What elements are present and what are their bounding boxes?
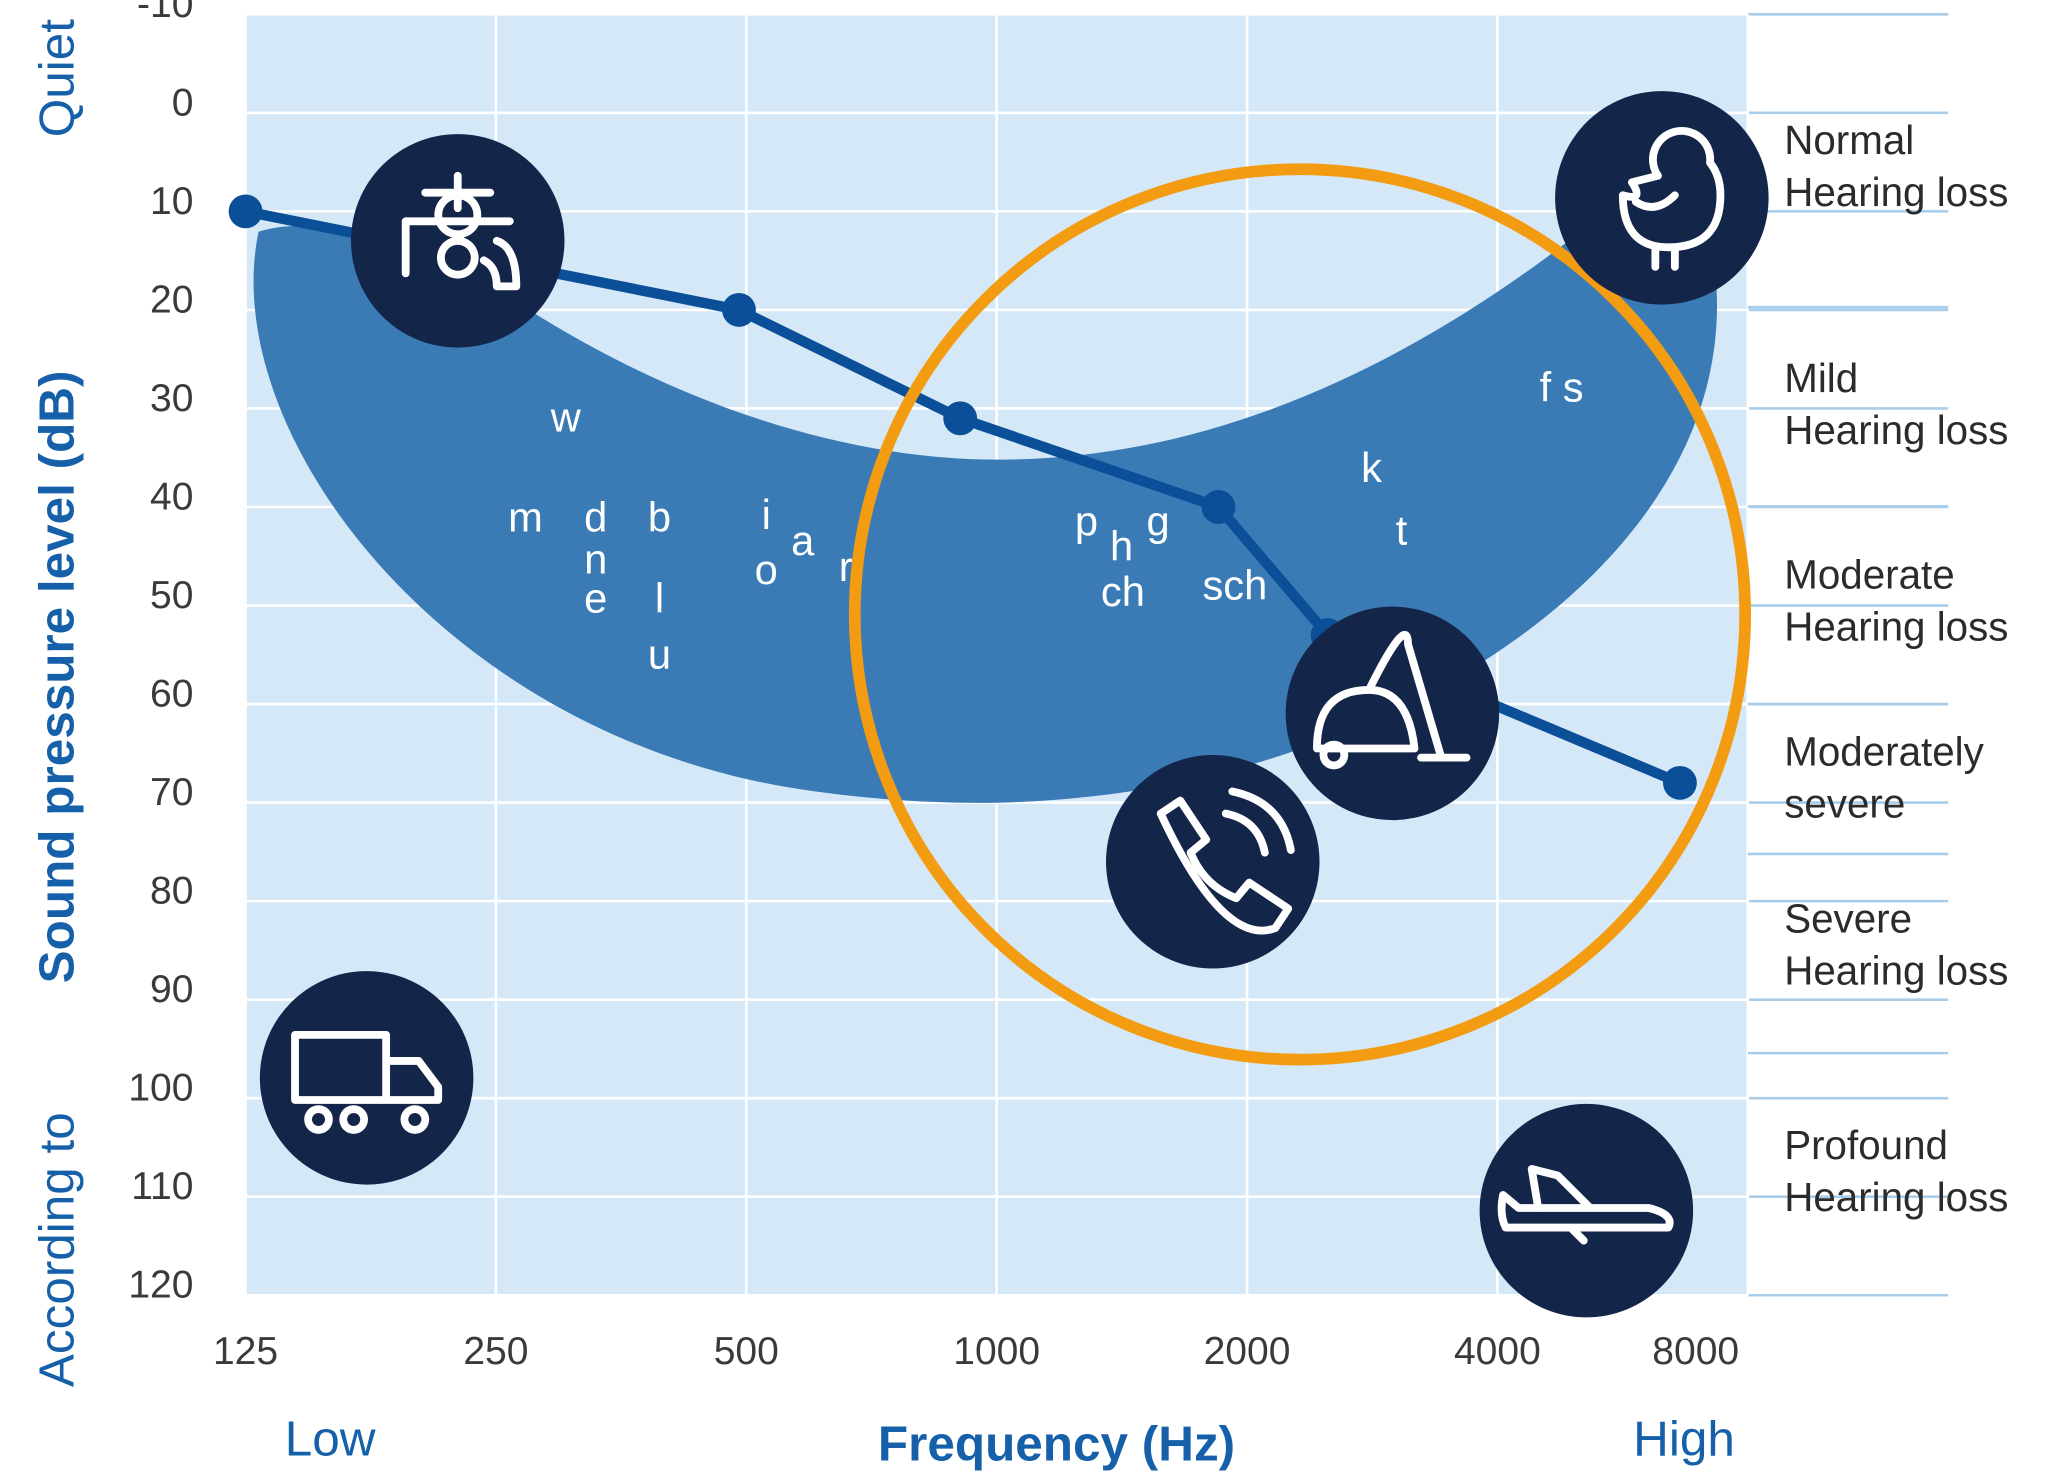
x-tick-label: 8000 — [1652, 1330, 1739, 1373]
y-tick-label: 10 — [150, 180, 193, 223]
truck-icon — [259, 971, 474, 1185]
hearing-levels: Normal Hearing loss Mild Hearing loss Modera… — [1747, 117, 2008, 1220]
x-tick-label: 250 — [463, 1330, 528, 1373]
y-tick-label: 30 — [150, 377, 193, 420]
x-note-right: High — [1633, 1411, 1735, 1466]
phoneme: d — [584, 494, 607, 541]
phoneme: ch — [1101, 568, 1145, 615]
phoneme: t — [1396, 507, 1408, 554]
hearing-level: Moderately — [1784, 729, 1984, 775]
x-tick-label: 1000 — [953, 1330, 1040, 1373]
phoneme: e — [584, 574, 607, 621]
hearing-level: Hearing loss — [1784, 1174, 2008, 1220]
y-tick-label: 20 — [150, 278, 193, 321]
hearing-level: Profound — [1784, 1122, 1948, 1168]
hearing-level: Hearing loss — [1784, 604, 2008, 650]
y-tick-label: 70 — [150, 771, 193, 814]
x-axis-title: Frequency (Hz) — [878, 1417, 1235, 1472]
y-tick-label: 100 — [128, 1067, 193, 1110]
phoneme: g — [1146, 498, 1169, 545]
phoneme: sch — [1202, 561, 1267, 608]
point — [228, 194, 263, 229]
tap-icon — [350, 134, 565, 348]
hearing-level: Hearing loss — [1784, 407, 2008, 453]
x-tick-label: 2000 — [1204, 1330, 1291, 1373]
x-tick-label: 125 — [213, 1330, 278, 1373]
point — [1663, 765, 1697, 800]
phone-icon — [1106, 755, 1320, 969]
plane-icon — [1479, 1103, 1694, 1318]
phoneme: o — [755, 546, 778, 593]
phoneme: k — [1361, 444, 1382, 491]
bird-icon — [1555, 91, 1769, 305]
y-tick-label: 60 — [150, 673, 193, 716]
hearing-level: Severe — [1784, 895, 1912, 941]
phoneme: u — [648, 630, 671, 677]
y-tick-label: 120 — [128, 1264, 193, 1307]
phoneme: h — [1110, 522, 1133, 569]
phoneme: i — [762, 491, 771, 538]
x-tick-label: 500 — [714, 1330, 779, 1373]
icons — [259, 91, 1769, 1318]
y-tick-label: 90 — [150, 968, 193, 1011]
phoneme: b — [648, 494, 671, 541]
y-note-bottom: According to — [30, 1112, 85, 1387]
phoneme: l — [655, 574, 664, 621]
x-note-left: Low — [285, 1411, 376, 1466]
hearing-level: Normal — [1784, 117, 1914, 163]
phoneme: n — [584, 535, 607, 582]
y-tick-label: 50 — [150, 574, 193, 617]
phoneme: p — [1075, 498, 1098, 545]
phoneme: m — [508, 494, 543, 541]
hearing-level: Hearing loss — [1784, 169, 2008, 215]
point — [943, 401, 978, 436]
point — [1201, 490, 1236, 524]
hearing-level: Hearing loss — [1784, 947, 2008, 993]
hearing-level: Moderate — [1784, 552, 1954, 598]
y-tick-label: 0 — [172, 81, 194, 124]
y-tick-label: 80 — [150, 870, 193, 913]
phoneme: a — [791, 517, 815, 564]
y-tick-label: -10 — [137, 0, 193, 26]
hearing-level: Mild — [1784, 355, 1858, 401]
y-axis-title: Sound pressure level (dB) — [30, 371, 85, 984]
phoneme: r — [839, 543, 853, 590]
highlight-circle — [848, 163, 1752, 1066]
phoneme: f s — [1540, 364, 1584, 411]
vacuum-icon — [1285, 606, 1500, 821]
hearing-level: severe — [1784, 781, 1905, 827]
point — [722, 292, 756, 327]
y-tick-label: 110 — [131, 1165, 193, 1208]
phoneme: w — [550, 393, 582, 440]
x-tick-label: 4000 — [1454, 1330, 1541, 1373]
y-tick-label: 40 — [150, 475, 193, 518]
y-note-top: Quiet — [30, 19, 85, 137]
